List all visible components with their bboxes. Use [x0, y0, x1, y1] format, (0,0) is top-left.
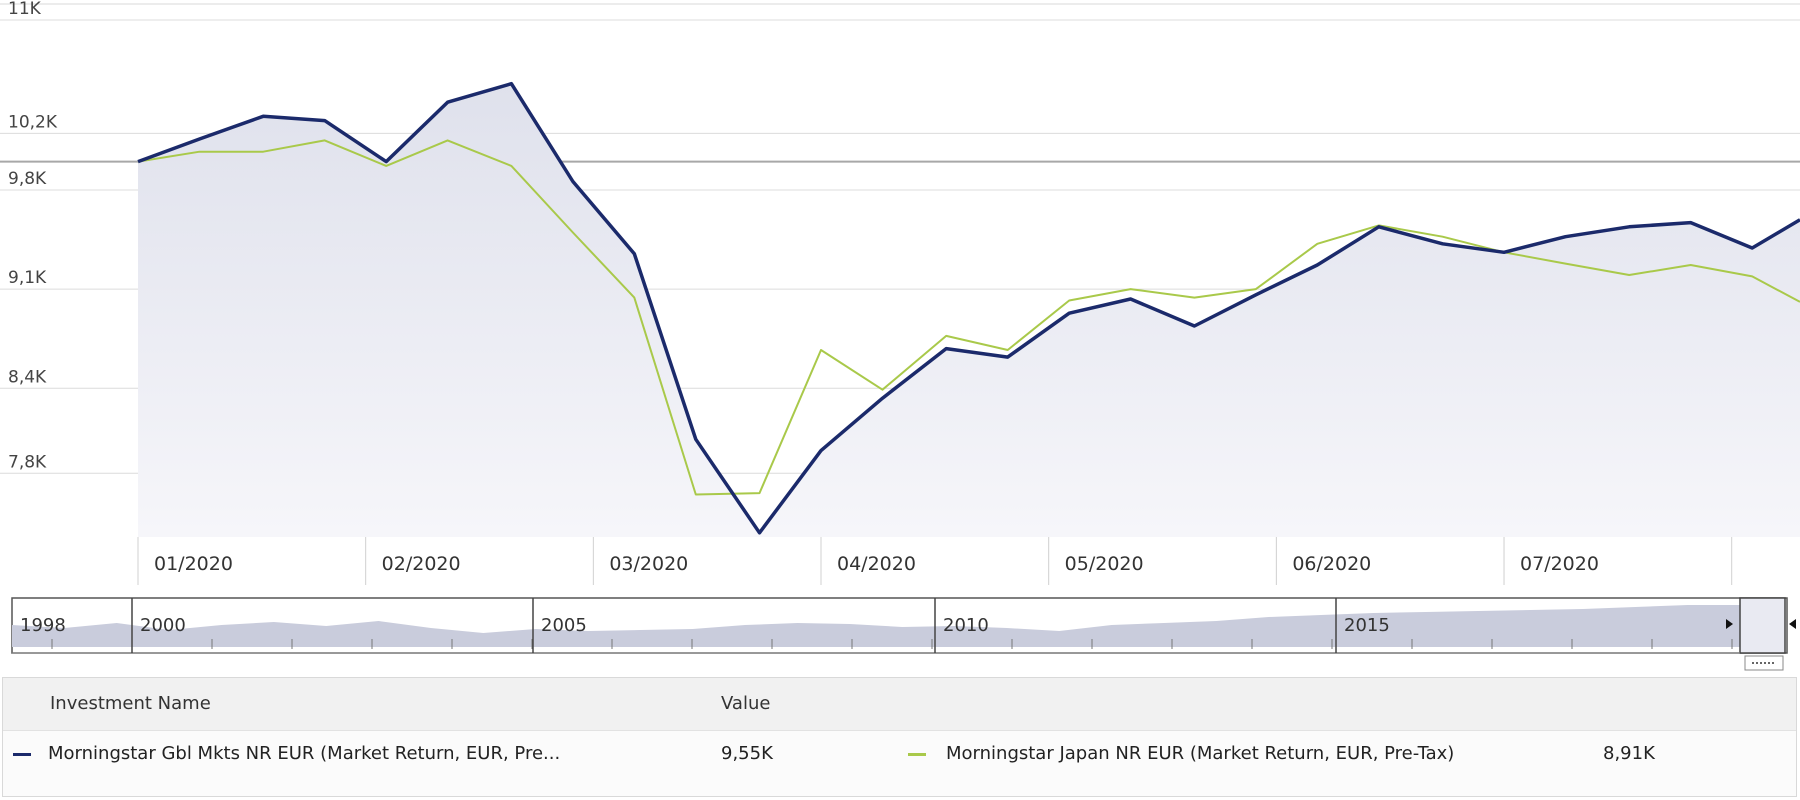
navigator-selected-range[interactable] [1739, 597, 1786, 654]
navigator-year-label: 1998 [20, 615, 66, 636]
navigator-year-label: 2005 [541, 615, 587, 636]
x-tick-label: 03/2020 [609, 553, 688, 575]
header-investment-name: Investment Name [50, 693, 211, 714]
legend-swatch-japan [908, 753, 926, 756]
range-navigator[interactable]: 1998 2000 2005 2010 2015 [0, 595, 1800, 677]
navigator-right-arrow-icon[interactable] [1726, 619, 1733, 629]
y-tick-label: 8,4K [8, 367, 47, 387]
legend-table-header: Investment Name Value [3, 678, 1796, 731]
x-tick-label: 02/2020 [382, 553, 461, 575]
x-axis: 01/2020 02/2020 03/2020 04/2020 05/2020 06/20… [137, 537, 1733, 585]
navigator-mini-area [12, 605, 1740, 647]
series-group [137, 81, 1800, 535]
y-tick-label: 9,1K [8, 268, 47, 288]
y-tick-label: 11K [8, 0, 42, 19]
series-area-fill [138, 83, 1800, 537]
x-tick-label: 07/2020 [1520, 553, 1599, 575]
header-value: Value [721, 693, 771, 714]
y-tick-label: 7,8K [8, 452, 47, 472]
plot-area-background [138, 83, 1800, 537]
legend-name-gbl: Morningstar Gbl Mkts NR EUR (Market Retu… [48, 743, 561, 764]
navigator-left-handle-icon[interactable] [1789, 619, 1796, 629]
x-tick-label: 05/2020 [1065, 553, 1144, 575]
y-axis-ticks: 11K 10,2K 9,8K 9,1K 8,4K 7,8K [8, 0, 58, 472]
series-line-gbl-mkts [137, 81, 1800, 535]
navigator-year-labels: 1998 2000 2005 2010 2015 [20, 598, 1390, 653]
legend-row: Morningstar Gbl Mkts NR EUR (Market Retu… [3, 730, 1796, 778]
legend-value-gbl: 9,55K [721, 743, 773, 764]
legend-name-japan: Morningstar Japan NR EUR (Market Return,… [946, 743, 1455, 764]
series-line-japan [137, 139, 1800, 496]
legend-table: Investment Name Value Morningstar Gbl Mk… [2, 677, 1797, 797]
x-tick-label: 01/2020 [154, 553, 233, 575]
x-tick-label: 06/2020 [1292, 553, 1371, 575]
navigator-year-label: 2015 [1344, 615, 1390, 636]
y-tick-label: 10,2K [8, 112, 58, 132]
navigator-year-label: 2010 [943, 615, 989, 636]
y-tick-label: 9,8K [8, 169, 47, 189]
navigator-year-label: 2000 [140, 615, 186, 636]
x-tick-label: 04/2020 [837, 553, 916, 575]
legend-swatch-gbl [13, 753, 31, 756]
legend-value-japan: 8,91K [1603, 743, 1655, 764]
